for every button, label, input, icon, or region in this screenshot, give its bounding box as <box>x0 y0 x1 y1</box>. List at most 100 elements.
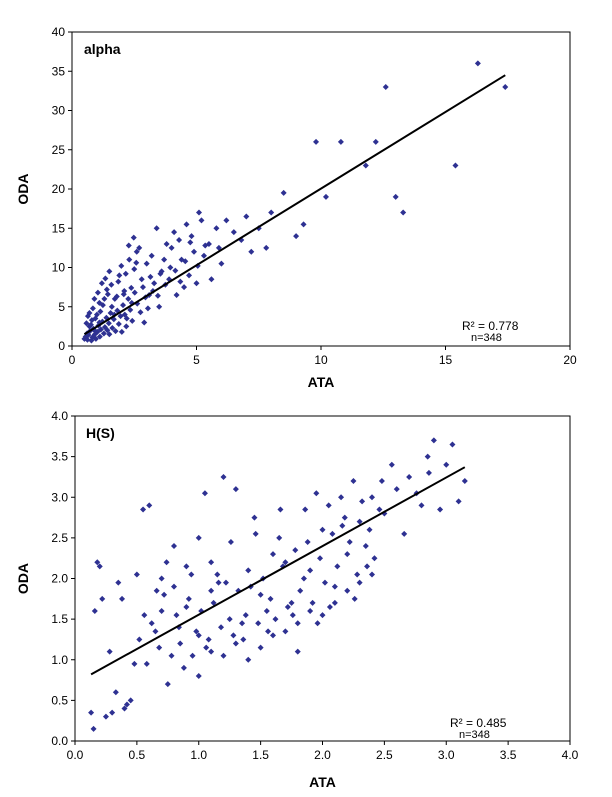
data-point <box>131 660 138 667</box>
data-point <box>130 234 137 241</box>
data-point <box>302 506 309 513</box>
data-point <box>356 518 363 525</box>
data-point <box>151 280 158 287</box>
x-tick-label: 0.5 <box>129 748 146 762</box>
data-point <box>91 295 98 302</box>
data-point <box>183 221 190 228</box>
data-point <box>172 267 179 274</box>
data-point <box>300 221 307 228</box>
data-point <box>325 502 332 509</box>
chart-title: H(S) <box>86 425 115 441</box>
data-point <box>171 229 178 236</box>
data-point <box>418 502 425 509</box>
data-point <box>401 530 408 537</box>
data-point <box>188 571 195 578</box>
data-point <box>223 217 230 224</box>
data-point <box>362 543 369 549</box>
data-point <box>205 636 212 643</box>
data-point <box>214 571 221 578</box>
data-point <box>270 632 276 639</box>
data-point <box>304 538 311 545</box>
data-point <box>251 514 258 521</box>
data-point <box>173 291 180 298</box>
x-axis-label: ATA <box>309 774 336 790</box>
data-point <box>147 273 154 280</box>
x-axis-label: ATA <box>308 374 335 390</box>
data-point <box>393 486 400 493</box>
data-point <box>102 275 109 282</box>
data-point <box>314 620 321 627</box>
data-point <box>220 652 227 659</box>
data-point <box>232 640 239 647</box>
data-point <box>118 262 125 269</box>
data-point <box>148 620 155 627</box>
data-point <box>158 575 165 582</box>
data-point <box>243 213 250 220</box>
data-point <box>181 284 188 291</box>
data-point <box>122 270 129 277</box>
data-point <box>125 242 132 249</box>
y-tick-label: 0 <box>58 339 65 353</box>
data-point <box>168 652 175 659</box>
data-point <box>356 579 363 586</box>
data-point <box>210 599 217 606</box>
data-point <box>188 233 195 240</box>
data-point <box>200 252 207 259</box>
chart-title: alpha <box>84 41 121 57</box>
data-point <box>337 138 344 145</box>
y-axis-label: ODA <box>15 173 31 204</box>
data-point <box>146 502 153 509</box>
data-point <box>104 327 111 334</box>
data-point <box>331 583 338 590</box>
data-point <box>111 295 118 302</box>
data-point <box>284 603 291 610</box>
x-tick-label: 5 <box>193 353 200 367</box>
data-point <box>125 295 132 302</box>
y-tick-label: 20 <box>52 182 66 196</box>
data-point <box>161 591 168 598</box>
data-point <box>195 632 202 639</box>
data-point <box>120 291 127 298</box>
data-point <box>168 244 175 251</box>
trend-line <box>83 74 506 336</box>
data-point <box>317 555 324 562</box>
data-point <box>215 579 222 586</box>
n-count-label: n=348 <box>471 332 502 344</box>
y-tick-label: 2.0 <box>51 572 68 586</box>
data-point <box>294 648 301 655</box>
data-point <box>400 209 407 216</box>
data-point <box>359 498 366 505</box>
x-tick-label: 2.0 <box>314 748 331 762</box>
data-point <box>452 162 459 169</box>
data-point <box>164 681 171 688</box>
data-point <box>131 266 138 273</box>
data-point <box>183 563 190 570</box>
data-point <box>141 612 148 619</box>
data-point <box>133 248 140 255</box>
data-point <box>208 587 215 594</box>
data-point <box>309 599 316 606</box>
data-point <box>371 555 378 562</box>
data-point <box>226 616 233 623</box>
data-point <box>289 612 296 619</box>
data-point <box>133 571 140 578</box>
data-point <box>277 506 284 513</box>
data-point <box>121 311 128 318</box>
data-point <box>252 530 259 537</box>
data-point <box>144 305 151 312</box>
data-point <box>366 526 373 533</box>
data-point <box>92 315 99 322</box>
data-point <box>97 326 104 333</box>
data-point <box>227 538 234 545</box>
y-tick-label: 1.5 <box>51 612 68 626</box>
data-point <box>148 252 155 259</box>
data-point <box>158 608 165 614</box>
data-point <box>341 514 348 521</box>
y-tick-label: 10 <box>52 261 66 275</box>
data-point <box>120 302 127 309</box>
y-tick-label: 30 <box>52 104 66 118</box>
data-point <box>313 490 320 497</box>
data-point <box>319 526 326 533</box>
data-point <box>107 310 114 317</box>
